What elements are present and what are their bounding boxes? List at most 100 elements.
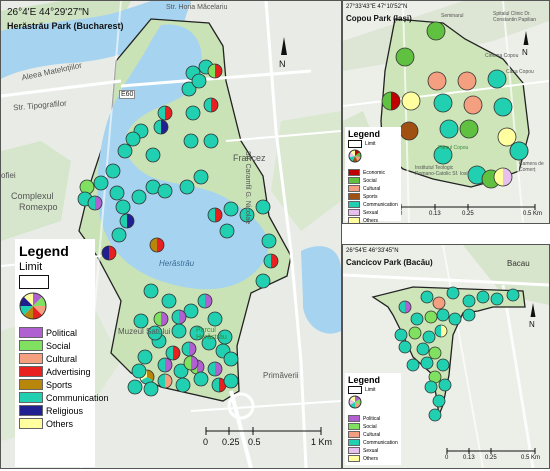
label-caramfil: Str. Caramfil G. Nicolae — [244, 151, 251, 225]
copou-mural-symbol — [497, 127, 517, 147]
copou-legend-label: Sports — [363, 193, 378, 200]
cancicov-coordinates: 26°54'E 46°33'45"N — [346, 248, 399, 254]
herastrau-mural-symbol — [143, 283, 159, 299]
herastrau-mural-symbol — [117, 143, 133, 159]
herastrau-mural-symbol — [223, 373, 239, 389]
copou-legend-label: Cultural — [363, 185, 381, 192]
herastrau-mural-symbol — [211, 377, 227, 393]
cancicov-mural-symbol — [434, 324, 448, 338]
copou-legend-item: Economic — [348, 169, 398, 176]
cancicov-mural-symbol — [424, 380, 438, 394]
copou-mural-symbol — [433, 93, 453, 113]
herastrau-mural-symbol — [185, 105, 201, 121]
svg-text:N: N — [529, 320, 535, 329]
herastrau-mural-symbol — [189, 325, 205, 341]
herastrau-legend-label: Others — [46, 418, 74, 429]
cancicov-legend-pie-icon — [348, 395, 362, 409]
herastrau-mural-symbol — [153, 119, 169, 135]
copou-mural-symbol — [427, 71, 447, 91]
herastrau-mural-symbol — [149, 237, 165, 253]
herastrau-mural-symbol — [157, 373, 173, 389]
herastrau-legend-item: Religious — [19, 405, 91, 416]
cancicov-legend-title: Legend — [348, 375, 381, 385]
svg-text:N: N — [279, 59, 286, 69]
herastrau-mural-symbol — [157, 183, 173, 199]
herastrau-legend-label: Communication — [46, 392, 109, 403]
cancicov-mural-symbol — [406, 358, 420, 372]
cancicov-north-arrow-icon: N — [529, 303, 536, 329]
copou-legend-item: Sexual — [348, 209, 398, 216]
copou-mural-symbol — [433, 145, 453, 165]
herastrau-legend-swatch — [19, 340, 43, 351]
copou-mural-symbol — [487, 69, 507, 89]
copou-scale-013: 0.13 — [429, 211, 441, 217]
herastrau-mural-symbol — [261, 233, 277, 249]
herastrau-mural-symbol — [183, 355, 199, 371]
cancicov-legend-item: Others — [348, 455, 398, 462]
copou-legend-item: Sports — [348, 193, 398, 200]
cancicov-legend-label: Others — [363, 455, 379, 462]
herastrau-legend-title: Legend — [19, 243, 69, 259]
cancicov-legend-limit: Limit — [348, 386, 398, 394]
copou-mural-symbol — [426, 21, 446, 41]
herastrau-legend-items: Political Social Cultural Advertising Sports… — [19, 327, 109, 429]
legend-pie-slice — [33, 296, 46, 306]
herastrau-legend-swatch — [19, 379, 43, 390]
copou-mural-symbol — [457, 71, 477, 91]
herastrau-legend-swatch — [19, 418, 43, 429]
herastrau-mural-symbol — [203, 97, 219, 113]
copou-mural-symbol — [439, 119, 459, 139]
herastrau-legend-swatch — [19, 327, 43, 338]
herastrau-legend-item: Cultural — [19, 353, 91, 364]
cancicov-legend-label: Sexual — [363, 447, 379, 454]
copou-legend-limit-swatch — [348, 140, 362, 148]
copou-legend-swatch — [348, 201, 360, 208]
copou-scale-025: 0.25 — [462, 211, 474, 217]
herastrau-mural-symbol — [203, 133, 219, 149]
herastrau-coordinates: 26°4'E 44°29'27"N — [7, 7, 90, 18]
herastrau-mural-symbol — [175, 377, 191, 393]
cancicov-legend-label: Political — [363, 415, 381, 422]
herastrau-legend-item: Others — [19, 418, 91, 429]
herastrau-mural-symbol — [171, 309, 187, 325]
cancicov-mural-symbol — [408, 326, 422, 340]
cancicov-mural-symbol — [462, 294, 476, 308]
herastrau-mural-symbol — [131, 363, 147, 379]
herastrau-mural-symbol — [193, 371, 209, 387]
herastrau-mural-symbol — [193, 169, 209, 185]
cancicov-map-panel: N 26°54'E 46°33'45"N Cancicov Park (Bacă… — [342, 244, 550, 469]
herastrau-mural-symbol — [133, 313, 149, 329]
cancicov-mural-symbol — [436, 358, 450, 372]
herastrau-mural-symbol — [157, 105, 173, 121]
herastrau-legend-swatch — [19, 392, 43, 403]
cancicov-legend-swatch — [348, 423, 360, 430]
cancicov-mural-symbol — [436, 308, 450, 322]
herastrau-mural-symbol — [93, 175, 109, 191]
label-muzeul: Muzeul Satului — [118, 327, 171, 336]
copou-legend-limit: Limit — [348, 140, 398, 148]
cancicov-mural-symbol — [420, 356, 434, 370]
copou-label-camera: Camera de Comerț — [519, 161, 544, 173]
label-francez: Francez — [233, 153, 266, 163]
herastrau-mural-symbol — [183, 133, 199, 149]
herastrau-mural-symbol — [207, 361, 223, 377]
herastrau-legend-label: Political — [46, 327, 78, 338]
copou-mural-symbol — [493, 97, 513, 117]
label-herastrau-lake: Herăstrău — [159, 259, 195, 268]
copou-legend-swatch — [348, 217, 360, 223]
copou-legend-label: Economic — [363, 169, 385, 176]
legend-pie-slice — [349, 152, 355, 158]
herastrau-legend-swatch — [19, 353, 43, 364]
copou-legend-item: Others — [348, 217, 398, 223]
herastrau-mural-symbol — [201, 335, 217, 351]
herastrau-mural-symbol — [217, 329, 233, 345]
label-ofiei: ofiei — [1, 171, 16, 180]
copou-scale-05km: 0.5 Km — [523, 211, 543, 217]
copou-label-sem: Seminarul — [441, 13, 464, 19]
copou-label-casa: Casa Copou — [506, 69, 534, 75]
legend-pie-slice — [20, 296, 33, 306]
herastrau-legend: Legend Limit Political Social Cultural Adve… — [15, 239, 109, 467]
cancicov-legend-item: Political — [348, 415, 398, 422]
copou-mural-symbol — [493, 167, 513, 187]
herastrau-mural-symbol — [165, 345, 181, 361]
